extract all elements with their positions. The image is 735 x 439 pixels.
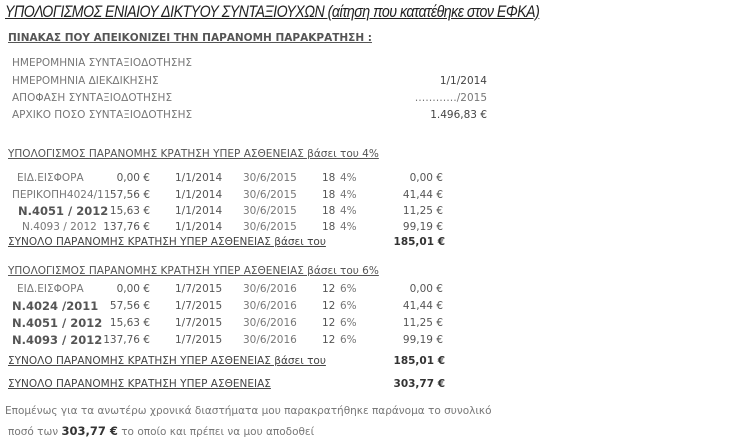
row-from-date: 1/1/2014 <box>175 189 223 201</box>
row-to-date: 30/6/2016 <box>243 300 297 312</box>
row-months: 18 <box>322 189 336 201</box>
conclusion-line-1: Επομένως για τα ανωτέρω χρονικά διαστήμα… <box>5 405 492 417</box>
info-value: …………/2015 <box>414 92 487 104</box>
info-value: 1/1/2014 <box>439 75 487 87</box>
row-amount: 15,63 € <box>109 205 150 217</box>
row-amount: 0,00 € <box>116 172 150 184</box>
info-label: ΗΜΕΡΟΜΗΝΙΑ ΔΙΕΚΔΙΚΗΣΗΣ <box>12 75 159 87</box>
row-amount: 57,56 € <box>109 189 150 201</box>
row-percent: 4% <box>340 189 357 201</box>
row-label: N.4051 / 2012 <box>12 316 103 330</box>
row-months: 18 <box>322 205 336 217</box>
row-amount: 137,76 € <box>103 334 150 346</box>
info-row: ΗΜΕΡΟΜΗΝΙΑ ΣΥΝΤΑΞΙΟΔΟΤΗΣΗΣ <box>0 55 735 71</box>
conclusion-text: ποσό των <box>8 426 59 438</box>
row-months: 18 <box>322 172 336 184</box>
info-row: ΑΠΟΦΑΣΗ ΣΥΝΤΑΞΙΟΔΟΤΗΣΗΣ …………/2015 <box>0 90 735 106</box>
info-label: ΗΜΕΡΟΜΗΝΙΑ ΣΥΝΤΑΞΙΟΔΟΤΗΣΗΣ <box>12 57 193 69</box>
table-row: N.4024 /2011 57,56 € 1/7/2015 30/6/2016 12 6%… <box>0 298 735 314</box>
section-6-heading: ΥΠΟΛΟΓΙΣΜΟΣ ΠΑΡΑΝΟΜΗΣ ΚΡΑΤΗΣΗ ΥΠΕΡ ΑΣΘΕΝ… <box>8 265 379 277</box>
row-months: 12 <box>322 283 336 295</box>
row-months: 18 <box>322 221 336 233</box>
row-months: 12 <box>322 300 336 312</box>
row-result: 0,00 € <box>409 283 443 295</box>
row-result: 41,44 € <box>402 189 443 201</box>
row-to-date: 30/6/2016 <box>243 334 297 346</box>
conclusion-amount: 303,77 € <box>61 424 118 438</box>
table-row: N.4051 / 2012 15,63 € 1/1/2014 30/6/2015 18 4… <box>0 203 735 219</box>
table-row: N.4093 / 2012 137,76 € 1/1/2014 30/6/2015 18… <box>0 219 735 235</box>
row-amount: 137,76 € <box>103 221 150 233</box>
section-6-total-label: ΣΥΝΟΛΟ ΠΑΡΑΝΟΜΗΣ ΚΡΑΤΗΣΗ ΥΠΕΡ ΑΣΘΕΝΕΙΑΣ … <box>8 355 326 367</box>
row-percent: 4% <box>340 172 357 184</box>
row-amount: 15,63 € <box>109 317 150 329</box>
info-row: ΗΜΕΡΟΜΗΝΙΑ ΔΙΕΚΔΙΚΗΣΗΣ 1/1/2014 <box>0 73 735 89</box>
section-4-heading: ΥΠΟΛΟΓΙΣΜΟΣ ΠΑΡΑΝΟΜΗΣ ΚΡΑΤΗΣΗ ΥΠΕΡ ΑΣΘΕΝ… <box>8 148 379 160</box>
row-percent: 6% <box>340 283 357 295</box>
info-value: 1.496,83 € <box>430 109 487 121</box>
grand-total-value: 303,77 € <box>393 378 445 390</box>
info-row: ΑΡΧΙΚΟ ΠΟΣΟ ΣΥΝΤΑΞΙΟΔΟΤΗΣΗΣ 1.496,83 € <box>0 107 735 123</box>
row-label: N.4024 /2011 <box>12 299 99 313</box>
row-label: N.4093 / 2012 <box>22 221 97 233</box>
row-from-date: 1/1/2014 <box>175 221 223 233</box>
table-row: ΠΕΡΙΚΟΠΗ4024/11 57,56 € 1/1/2014 30/6/2015 1… <box>0 187 735 203</box>
conclusion-text: το οποίο και πρέπει να μου αποδοθεί <box>121 426 315 438</box>
table-heading: ΠΙΝΑΚΑΣ ΠΟΥ ΑΠΕΙΚΟΝΙΖΕΙ ΤΗΝ ΠΑΡΑΝΟΜΗ ΠΑΡ… <box>8 32 372 44</box>
row-percent: 4% <box>340 205 357 217</box>
row-amount: 0,00 € <box>116 283 150 295</box>
section-4-total-label: ΣΥΝΟΛΟ ΠΑΡΑΝΟΜΗΣ ΚΡΑΤΗΣΗ ΥΠΕΡ ΑΣΘΕΝΕΙΑΣ … <box>8 236 326 248</box>
conclusion-line-2: ποσό των 303,77 € το οποίο και πρέπει να… <box>8 424 314 439</box>
row-label: ΕΙΔ.ΕΙΣΦΟΡΑ <box>17 172 84 184</box>
row-to-date: 30/6/2015 <box>243 205 297 217</box>
grand-total-label: ΣΥΝΟΛΟ ΠΑΡΑΝΟΜΗΣ ΚΡΑΤΗΣΗ ΥΠΕΡ ΑΣΘΕΝΕΙΑΣ <box>8 378 271 390</box>
row-result: 99,19 € <box>402 334 443 346</box>
row-from-date: 1/1/2014 <box>175 172 223 184</box>
row-percent: 6% <box>340 317 357 329</box>
info-label: ΑΡΧΙΚΟ ΠΟΣΟ ΣΥΝΤΑΞΙΟΔΟΤΗΣΗΣ <box>12 109 193 121</box>
row-months: 12 <box>322 317 336 329</box>
row-from-date: 1/7/2015 <box>175 283 223 295</box>
table-row: N.4051 / 2012 15,63 € 1/7/2015 30/6/2016 12 6… <box>0 315 735 331</box>
section-4-total-value: 185,01 € <box>393 236 445 248</box>
row-result: 11,25 € <box>402 317 443 329</box>
table-row: N.4093 / 2012 137,76 € 1/7/2015 30/6/2016 12… <box>0 332 735 348</box>
row-label: N.4051 / 2012 <box>18 204 109 218</box>
row-to-date: 30/6/2016 <box>243 317 297 329</box>
row-amount: 57,56 € <box>109 300 150 312</box>
row-result: 11,25 € <box>402 205 443 217</box>
row-label: ΕΙΔ.ΕΙΣΦΟΡΑ <box>17 283 84 295</box>
info-label: ΑΠΟΦΑΣΗ ΣΥΝΤΑΞΙΟΔΟΤΗΣΗΣ <box>12 92 173 104</box>
row-percent: 4% <box>340 221 357 233</box>
section-6-total-value: 185,01 € <box>393 355 445 367</box>
row-result: 41,44 € <box>402 300 443 312</box>
document-title: ΥΠΟΛΟΓΙΣΜΟΣ ΕΝΙΑΙΟΥ ΔΙΚΤΥΟΥ ΣΥΝΤΑΞΙΟΥΧΩΝ… <box>5 3 540 21</box>
row-result: 99,19 € <box>402 221 443 233</box>
table-row: ΕΙΔ.ΕΙΣΦΟΡΑ 0,00 € 1/1/2014 30/6/2015 18 4% 0,… <box>0 170 735 186</box>
row-percent: 6% <box>340 300 357 312</box>
row-months: 12 <box>322 334 336 346</box>
row-to-date: 30/6/2016 <box>243 283 297 295</box>
row-from-date: 1/7/2015 <box>175 300 223 312</box>
row-from-date: 1/1/2014 <box>175 205 223 217</box>
row-to-date: 30/6/2015 <box>243 189 297 201</box>
row-result: 0,00 € <box>409 172 443 184</box>
row-to-date: 30/6/2015 <box>243 221 297 233</box>
row-from-date: 1/7/2015 <box>175 317 223 329</box>
row-from-date: 1/7/2015 <box>175 334 223 346</box>
table-row: ΕΙΔ.ΕΙΣΦΟΡΑ 0,00 € 1/7/2015 30/6/2016 12 6% 0,… <box>0 281 735 297</box>
row-to-date: 30/6/2015 <box>243 172 297 184</box>
row-label: N.4093 / 2012 <box>12 333 103 347</box>
row-label: ΠΕΡΙΚΟΠΗ4024/11 <box>12 189 111 201</box>
row-percent: 6% <box>340 334 357 346</box>
